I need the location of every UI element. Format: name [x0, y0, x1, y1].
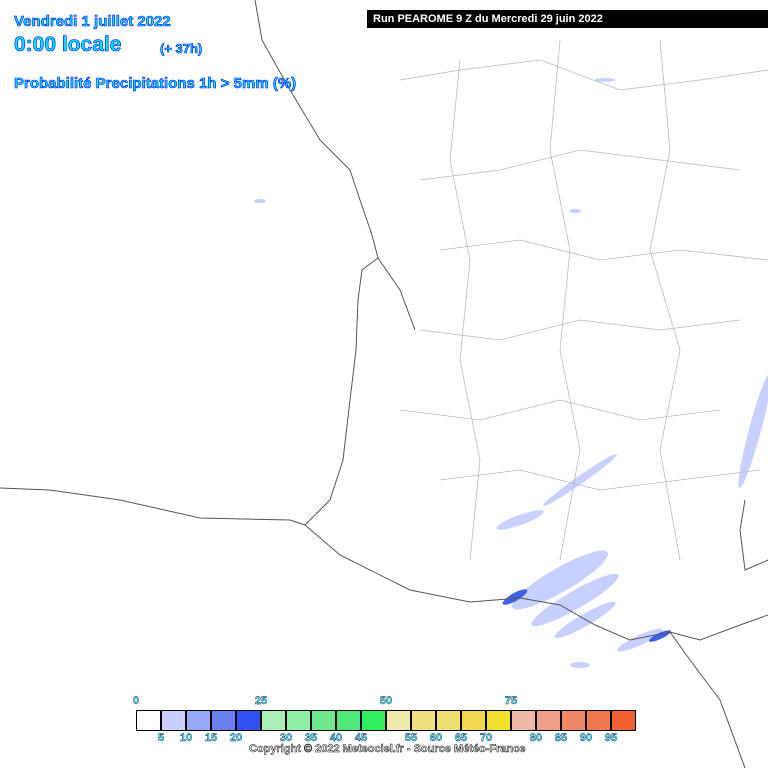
legend-label: 95	[604, 732, 618, 744]
legend-label: 35	[304, 732, 318, 744]
legend-swatch	[186, 710, 211, 731]
precipitation-areas	[254, 78, 768, 668]
legend-label: 85	[554, 732, 568, 744]
legend-label: 5	[157, 732, 165, 744]
legend-swatch	[311, 710, 336, 731]
legend-swatch	[486, 710, 511, 731]
legend-label: 25	[254, 695, 268, 707]
legend-label: 90	[579, 732, 593, 744]
legend-swatch	[611, 710, 636, 731]
legend-swatch	[161, 710, 186, 731]
legend-label: 60	[429, 732, 443, 744]
legend-label: 40	[329, 732, 343, 744]
legend-label: 15	[204, 732, 218, 744]
legend-swatch	[586, 710, 611, 731]
legend-label: 10	[179, 732, 193, 744]
legend-label: 80	[529, 732, 543, 744]
forecast-date: Vendredi 1 juillet 2022	[14, 13, 171, 31]
region-borders	[399, 39, 768, 561]
legend-swatch	[236, 710, 261, 731]
legend-label: 50	[379, 695, 393, 707]
parameter-title: Probabilité Precipitations 1h > 5mm (%)	[14, 75, 297, 93]
legend-swatch	[461, 710, 486, 731]
legend-swatch	[336, 710, 361, 731]
legend-swatch	[261, 710, 286, 731]
run-banner: Run PEAROME 9 Z du Mercredi 29 juin 2022	[367, 10, 768, 28]
legend-swatch	[536, 710, 561, 731]
legend-swatch	[286, 710, 311, 731]
legend-swatch	[411, 710, 436, 731]
legend-swatch	[386, 710, 411, 731]
legend-label: 30	[279, 732, 293, 744]
forecast-time: 0:00 locale	[14, 33, 122, 57]
legend-swatch	[211, 710, 236, 731]
legend-swatch	[136, 710, 161, 731]
legend-label: 75	[504, 695, 518, 707]
legend-swatch	[511, 710, 536, 731]
legend-label: 0	[132, 695, 140, 707]
legend-label: 70	[479, 732, 493, 744]
legend-label: 20	[229, 732, 243, 744]
legend-swatch	[361, 710, 386, 731]
legend-label: 45	[354, 732, 368, 744]
legend-swatch	[436, 710, 461, 731]
copyright: Copyright © 2022 Meteociel.fr - Source M…	[249, 743, 526, 756]
legend-label: 55	[404, 732, 418, 744]
lead-time: (+ 37h)	[160, 41, 203, 57]
legend-swatch	[561, 710, 586, 731]
legend-label: 65	[454, 732, 468, 744]
